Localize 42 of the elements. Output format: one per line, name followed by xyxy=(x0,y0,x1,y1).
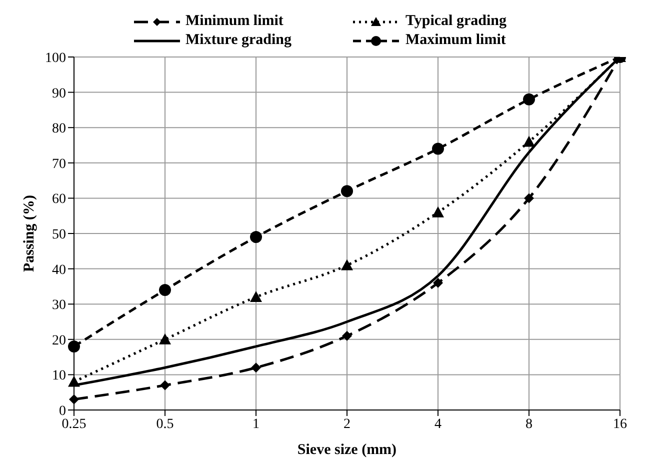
y-tick-label: 20 xyxy=(52,333,66,348)
point xyxy=(523,93,535,106)
point xyxy=(433,278,443,288)
legend-label: Minimum limit xyxy=(186,13,284,30)
point xyxy=(69,394,79,404)
point xyxy=(68,376,80,387)
y-tick-label: 80 xyxy=(52,122,66,137)
point xyxy=(68,340,80,352)
point xyxy=(341,259,353,270)
y-tick-label: 50 xyxy=(52,227,66,242)
point xyxy=(524,193,534,204)
point xyxy=(523,136,535,147)
y-tick-label: 30 xyxy=(52,298,66,314)
point xyxy=(342,330,352,341)
y-tick-label: 40 xyxy=(52,262,66,278)
x-tick-label: 16 xyxy=(613,416,627,432)
y-tick-label: 100 xyxy=(45,50,66,66)
x-tick-label: 8 xyxy=(526,416,532,432)
x-tick-label: 2 xyxy=(344,416,350,432)
point xyxy=(159,333,171,344)
point xyxy=(160,380,170,390)
x-tick-label: 0.25 xyxy=(62,416,86,432)
legend-label: Mixture grading xyxy=(186,32,292,49)
point xyxy=(341,185,353,198)
y-tick-label: 10 xyxy=(52,368,66,384)
legend-label: Typical grading xyxy=(405,13,506,30)
x-tick-label: 0.5 xyxy=(156,416,174,432)
point xyxy=(432,206,444,218)
x-tick-label: 4 xyxy=(434,416,442,432)
legend-label: Maximum limit xyxy=(405,32,506,49)
y-axis-title: Passing (%) xyxy=(21,194,38,272)
x-tick-label: 1 xyxy=(252,416,260,432)
y-tick-label: 0 xyxy=(59,404,66,419)
point xyxy=(432,142,444,155)
point xyxy=(159,284,171,296)
point xyxy=(250,231,262,244)
y-tick-label: 90 xyxy=(52,86,66,102)
point xyxy=(250,291,262,302)
y-tick-label: 70 xyxy=(52,156,66,172)
y-tick-label: 60 xyxy=(52,192,66,208)
x-axis-title: Sieve size (mm) xyxy=(297,442,397,458)
point xyxy=(251,362,261,373)
